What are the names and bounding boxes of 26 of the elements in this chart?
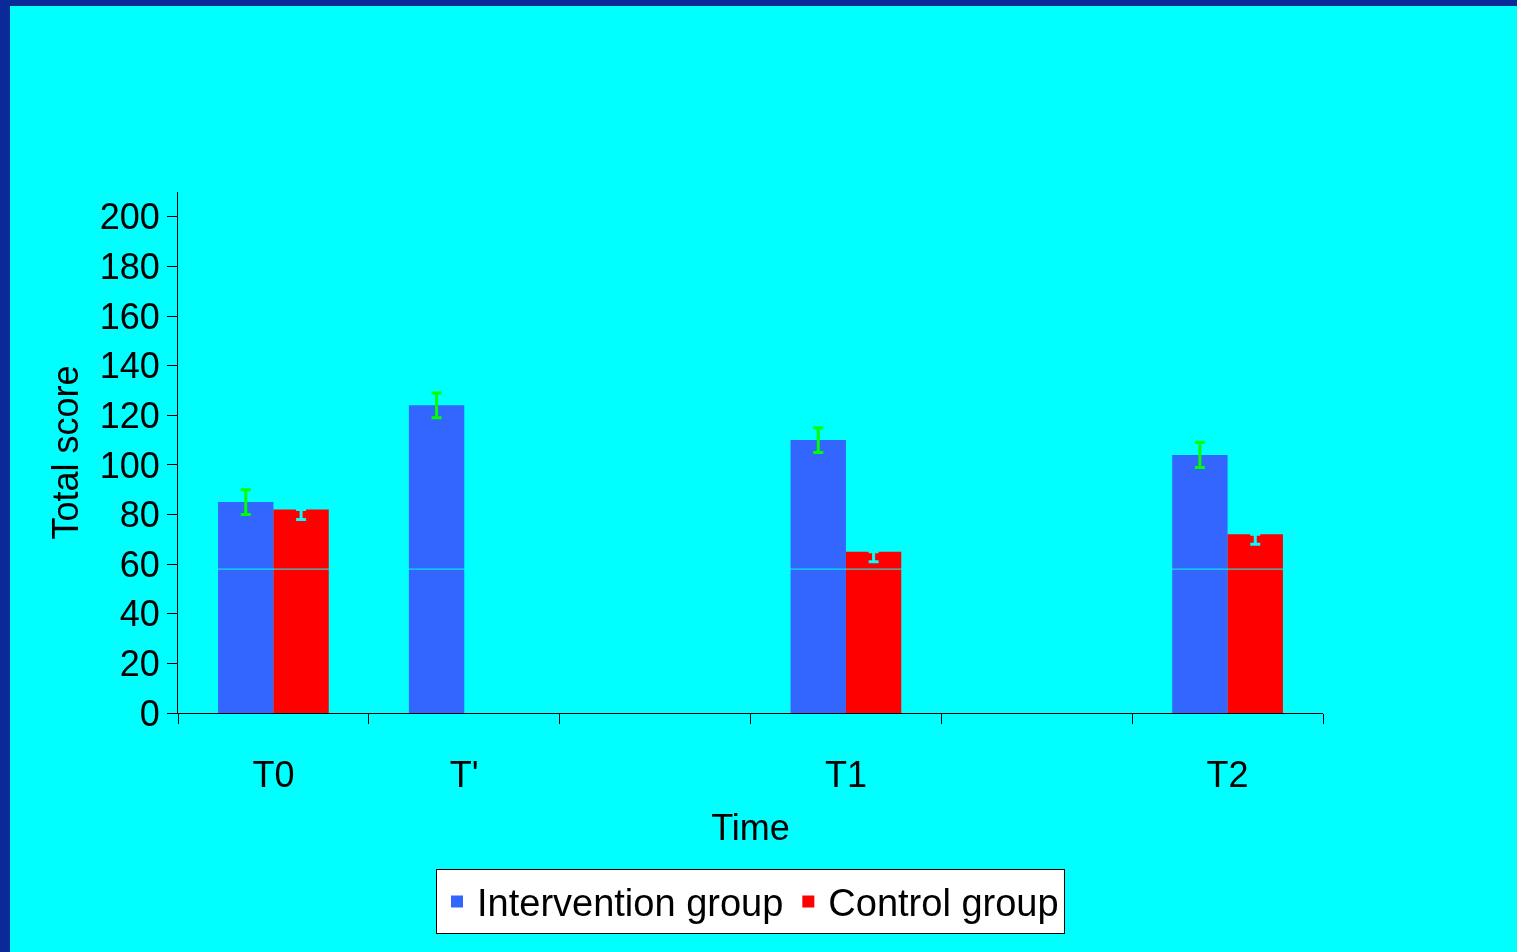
y-tick-label: 200 (99, 196, 160, 238)
y-tick-label: 40 (119, 593, 160, 635)
bar (1172, 454, 1228, 713)
y-tick-label: 120 (99, 394, 160, 436)
y-tick-label: 60 (119, 543, 160, 585)
x-tick-label: T2 (1206, 754, 1249, 796)
x-tick-label: T0 (252, 754, 295, 796)
bar (845, 551, 902, 713)
bar (273, 509, 329, 713)
legend-label: Control group (828, 882, 1059, 925)
x-axis-title: Time (711, 806, 790, 848)
x-tick-label: T1 (824, 754, 867, 796)
y-tick-label: 160 (99, 295, 160, 337)
legend-label: Intervention group (477, 882, 784, 925)
bar (408, 405, 465, 713)
bar (1227, 534, 1283, 713)
y-tick-label: 140 (99, 345, 160, 387)
x-tick-label: T' (449, 754, 479, 796)
bar (218, 502, 274, 713)
y-tick-label: 80 (119, 494, 160, 536)
bar (790, 440, 846, 713)
y-tick-label: 20 (119, 642, 160, 684)
y-tick-label: 0 (139, 692, 160, 734)
y-tick-label: 180 (99, 246, 160, 288)
y-tick-label: 100 (99, 444, 160, 486)
y-axis-title: Total score (44, 365, 86, 540)
